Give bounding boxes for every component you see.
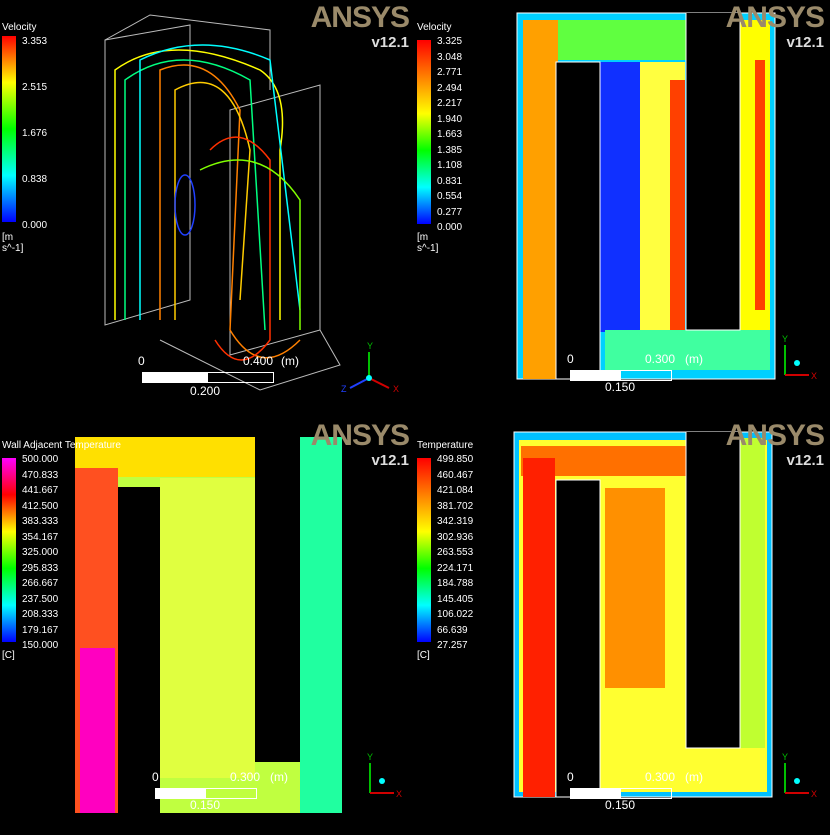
svg-text:Z: Z [341,384,347,394]
legend-tick: 499.850 [437,454,474,465]
legend-tick: 266.667 [22,578,59,589]
ansys-logo: ANSYS v12.1 [310,419,410,470]
legend-tick: 2.515 [22,82,48,93]
velocity-contour-plot [516,12,776,380]
legend-tick: 470.833 [22,469,59,481]
legend-tick: 224.171 [437,562,474,574]
legend-title: Wall Adjacent Temperature [2,440,121,451]
legend-tick: 0.000 [437,222,463,233]
streamline-plot: Y X Z [104,14,399,394]
legend-tick: 1.385 [437,144,463,156]
legend-tick: 145.405 [437,593,474,605]
legend-tick: 3.325 [437,36,463,47]
velocity-contour-panel: Velocity 3.325 3.048 2.771 2.494 2.217 1.940 1… [415,0,830,417]
velocity-legend: Velocity 3.353 2.515 1.676 0.838 0.000 [… [2,22,47,254]
svg-text:X: X [396,789,402,799]
axis-triad: Y X [367,752,402,799]
svg-text:X: X [811,371,817,381]
axis-triad: Y X Z [341,341,399,394]
legend-tick: 237.500 [22,593,59,605]
ansys-logo: ANSYS v12.1 [310,1,410,52]
legend-ticks: 3.353 2.515 1.676 0.838 0.000 [22,30,82,231]
legend-tick: 27.257 [437,640,468,651]
legend-tick: 0.277 [437,206,463,218]
legend-tick: 208.333 [22,609,59,620]
ansys-logo: ANSYS v12.1 [725,419,825,470]
color-bar [417,40,431,224]
legend-tick: 179.167 [22,624,59,636]
legend-unit: [m s^-1] [417,232,439,254]
legend-tick: 1.676 [22,128,48,139]
legend-tick: 421.084 [437,485,474,496]
legend-tick: 354.167 [22,531,59,543]
ansys-logo: ANSYS v12.1 [725,1,825,52]
svg-text:Y: Y [367,752,373,762]
length-scale: 0 0.400 (m) 0.200 [138,354,299,398]
legend-tick: 500.000 [22,454,59,465]
legend-tick: 1.940 [437,113,463,125]
legend-tick: 263.553 [437,547,474,558]
legend-tick: 2.494 [437,82,463,94]
legend-unit: [C] [417,650,430,661]
legend-tick: 106.022 [437,609,474,620]
legend: Wall Adjacent Temperature 500.000 470.833… [2,440,121,661]
legend-tick: 0.000 [22,220,48,231]
legend-tick: 0.838 [22,174,48,185]
legend-tick: 2.217 [437,98,463,109]
svg-text:Y: Y [782,334,788,344]
legend-ticks: 3.325 3.048 2.771 2.494 2.217 1.940 1.663 1.385… [437,30,497,233]
legend-unit: [C] [2,650,15,661]
legend-tick: 295.833 [22,562,59,574]
svg-text:Y: Y [782,752,788,762]
axis-triad: Y X [782,334,817,381]
legend-tick: 3.353 [22,36,48,47]
legend-ticks: 500.000 470.833 441.667 412.500 383.333 354.1… [22,448,82,651]
legend-tick: 150.000 [22,640,59,651]
wall-temperature-plot [75,437,342,813]
color-bar [2,36,16,222]
length-scale: 0 0.300 (m) 0.150 [152,770,288,812]
svg-text:X: X [393,384,399,394]
legend-ticks: 499.850 460.467 421.084 381.702 342.319 302.9… [437,448,497,651]
length-scale: 0 0.300 (m) 0.150 [567,770,703,812]
legend-tick: 412.500 [22,500,59,512]
legend: Temperature 499.850 460.467 421.084 381.702… [417,440,474,661]
legend-tick: 0.554 [437,191,463,202]
legend-tick: 441.667 [22,485,59,496]
legend-tick: 460.467 [437,469,474,481]
temperature-contour-panel: Temperature 499.850 460.467 421.084 381.702… [415,418,830,835]
legend-tick: 302.936 [437,531,474,543]
legend-tick: 1.108 [437,160,463,171]
svg-text:Y: Y [367,341,373,351]
legend-tick: 3.048 [437,51,463,63]
legend: Velocity 3.325 3.048 2.771 2.494 2.217 1.940 1… [417,22,462,254]
svg-text:X: X [811,789,817,799]
legend-unit: [m s^-1] [2,232,24,254]
legend-title: Velocity [417,22,452,33]
legend-tick: 383.333 [22,516,59,527]
axis-triad: Y X [782,752,817,799]
legend-tick: 184.788 [437,578,474,589]
legend-title: Velocity [2,22,37,33]
length-scale: 0 0.300 (m) 0.150 [567,352,703,394]
legend-tick: 0.831 [437,175,463,187]
color-bar [2,458,16,642]
legend-tick: 381.702 [437,500,474,512]
legend-title: Temperature [417,440,474,451]
legend-tick: 325.000 [22,547,59,558]
streamline-velocity-panel: Y X Z Velocity 3.353 2.515 1.676 0.838 0… [0,0,415,417]
color-bar [417,458,431,642]
temperature-contour-plot [513,431,773,798]
legend-tick: 342.319 [437,516,474,527]
legend-tick: 66.639 [437,624,468,636]
legend-tick: 1.663 [437,129,463,140]
legend-tick: 2.771 [437,67,463,78]
wall-temperature-panel: Wall Adjacent Temperature 500.000 470.833… [0,418,415,835]
